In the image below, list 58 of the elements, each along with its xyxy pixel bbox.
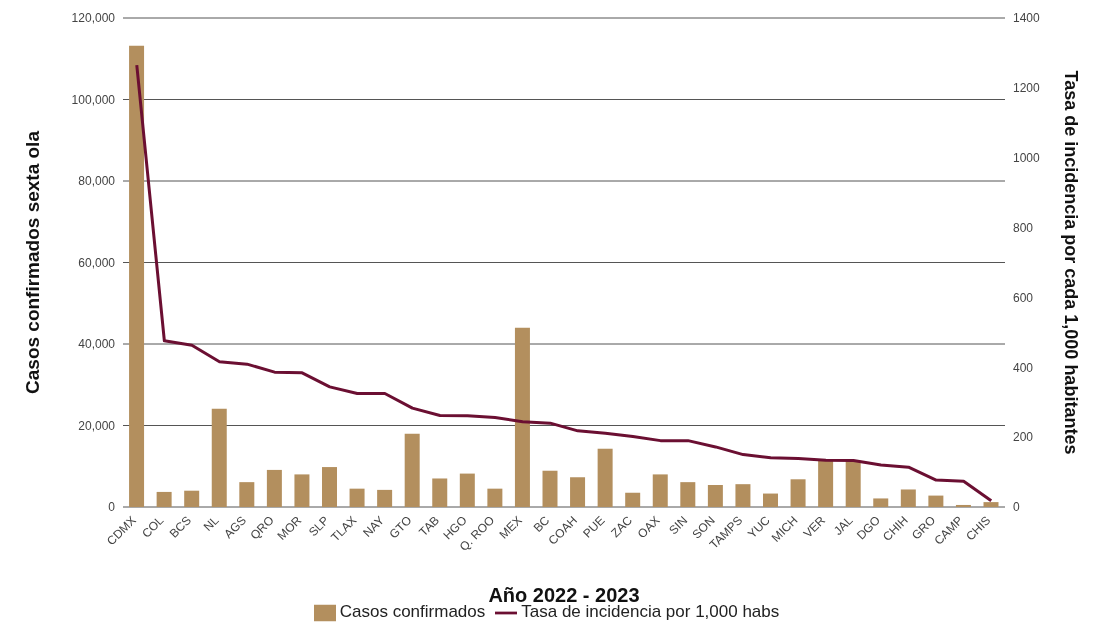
bar <box>763 493 778 507</box>
bar <box>184 490 200 507</box>
y-tick-label: 60,000 <box>78 255 116 270</box>
x-tick-label: COL <box>139 513 167 541</box>
x-tick-label: VER <box>800 513 829 541</box>
bar <box>239 482 255 507</box>
bar <box>266 469 282 507</box>
x-tick-label: BC <box>530 512 553 535</box>
y2-tick-label: 600 <box>1013 290 1034 305</box>
y-tick-label: 20,000 <box>78 418 116 433</box>
bar <box>845 460 861 507</box>
y-tick-label: 0 <box>108 500 116 515</box>
bar <box>790 479 806 507</box>
y-tick-label: 80,000 <box>78 174 116 189</box>
bar <box>597 448 613 507</box>
bar <box>459 473 475 507</box>
y2-axis-title: Tasa de incidencia por cada 1,000 habitantes <box>1061 70 1081 455</box>
y2-tick-label: 200 <box>1013 430 1034 445</box>
legend-label: Casos confirmados <box>339 602 486 622</box>
y-tick-label: 40,000 <box>78 337 116 352</box>
bar <box>707 485 723 507</box>
y2-tick-label: 1200 <box>1013 81 1041 96</box>
bar <box>487 488 503 507</box>
bar <box>349 488 365 507</box>
y2-tick-label: 1400 <box>1013 11 1041 26</box>
bar <box>294 474 310 507</box>
bar <box>404 433 420 507</box>
bar <box>570 477 586 507</box>
y-tick-label: 100,000 <box>71 92 116 107</box>
bar <box>432 478 448 507</box>
x-tick-label: TAB <box>416 513 443 539</box>
bar <box>652 474 668 507</box>
y-tick-label: 120,000 <box>71 11 116 26</box>
bar <box>377 489 393 507</box>
bar <box>680 482 696 507</box>
bar <box>514 327 530 507</box>
y2-tick-label: 1000 <box>1013 150 1041 165</box>
bar <box>625 492 641 507</box>
x-tick-label: SIN <box>666 513 691 538</box>
bar <box>735 484 751 507</box>
line-series <box>135 63 993 503</box>
bar <box>211 408 227 507</box>
bar <box>322 467 337 507</box>
bar <box>129 45 145 507</box>
bar <box>900 489 916 507</box>
bar <box>983 502 999 507</box>
bar <box>818 460 834 507</box>
bar <box>873 498 889 507</box>
x-tick-label: NL <box>200 512 222 534</box>
y2-tick-label: 800 <box>1013 220 1034 235</box>
bar <box>542 470 558 507</box>
bar <box>156 491 172 507</box>
bar <box>955 504 971 507</box>
y2-tick-label: 400 <box>1013 360 1034 375</box>
bar <box>928 495 944 507</box>
y2-tick-label: 0 <box>1013 500 1020 515</box>
x-tick-label: JAL <box>831 513 856 538</box>
y-axis-title: Casos confirmados sexta ola <box>21 130 43 394</box>
